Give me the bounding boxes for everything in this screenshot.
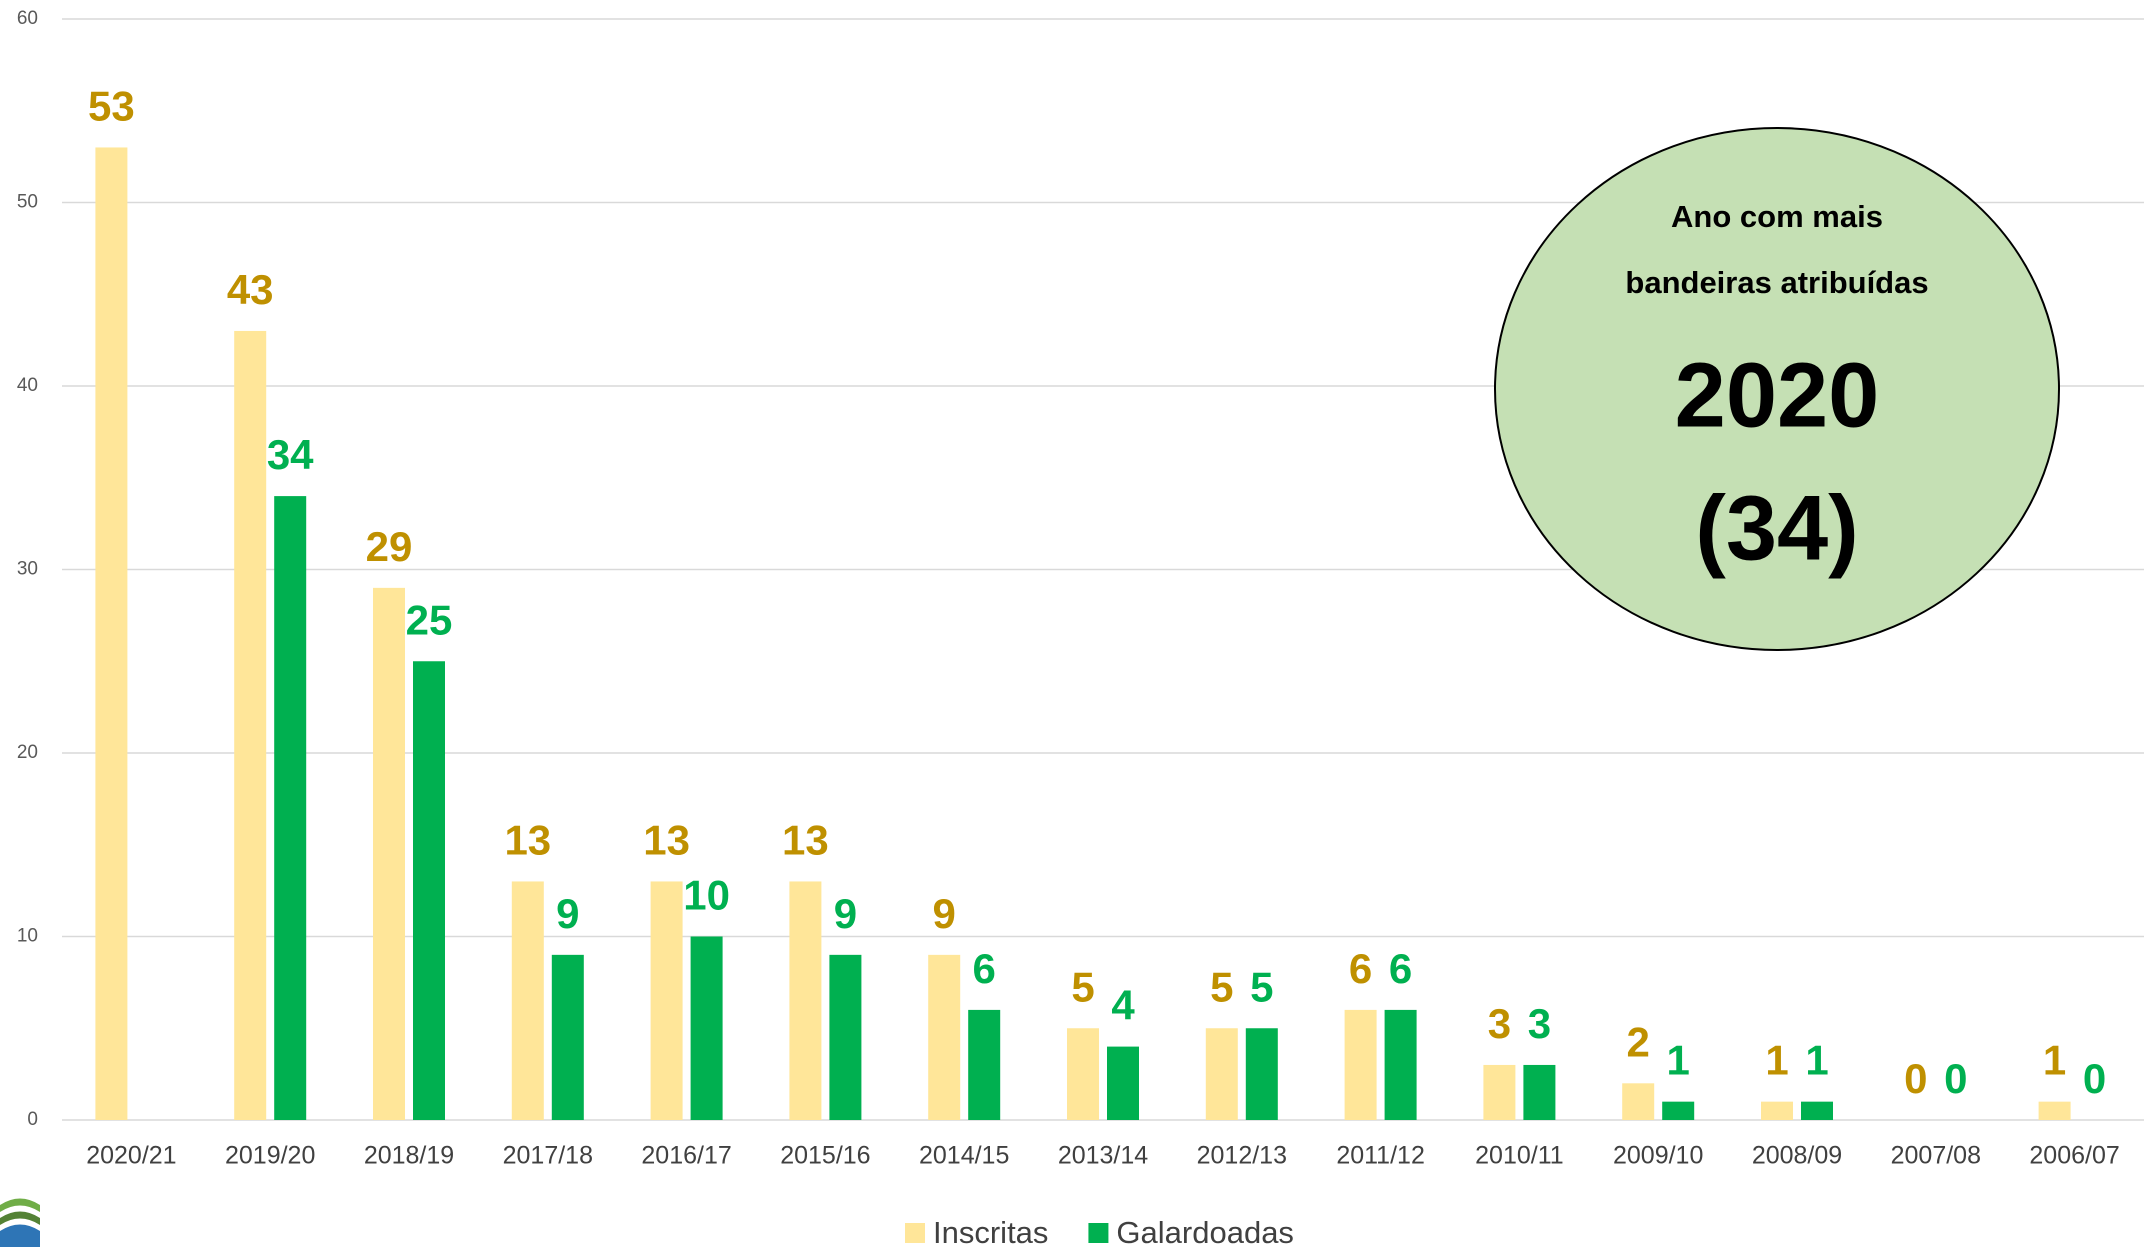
data-label: 5 — [1250, 963, 1273, 1010]
y-tick-label: 30 — [17, 559, 38, 580]
bar — [274, 496, 307, 1121]
annotation-count: (34) — [1695, 477, 1859, 579]
bar — [1067, 1028, 1099, 1120]
data-label: 53 — [88, 83, 135, 130]
data-label: 0 — [1904, 1055, 1927, 1102]
bar — [2038, 1101, 2071, 1120]
data-label: 34 — [267, 431, 314, 478]
x-tick-label: 2020/21 — [86, 1142, 176, 1170]
data-label: 9 — [834, 890, 857, 937]
x-tick-label: 2015/16 — [780, 1142, 870, 1170]
data-label: 1 — [2043, 1037, 2066, 1084]
bar — [1107, 1046, 1139, 1120]
x-tick-label: 2011/12 — [1336, 1142, 1425, 1170]
data-label: 25 — [406, 596, 453, 643]
x-tick-label: 2009/10 — [1613, 1142, 1703, 1170]
data-label: 13 — [504, 817, 551, 864]
data-label: 13 — [643, 817, 690, 864]
x-tick-label: 2012/13 — [1197, 1142, 1287, 1170]
data-label: 0 — [1944, 1055, 1967, 1102]
data-label: 3 — [1488, 1000, 1511, 1047]
x-tick-label: 2008/09 — [1752, 1142, 1842, 1170]
data-label: 1 — [1765, 1037, 1788, 1084]
data-label: 2 — [1627, 1018, 1650, 1065]
y-tick-label: 10 — [17, 926, 38, 947]
annotation-bubble — [1494, 127, 2060, 651]
data-label: 4 — [1111, 982, 1135, 1029]
x-tick-label: 2006/07 — [2029, 1142, 2119, 1170]
data-label: 6 — [1389, 945, 1412, 992]
data-label: 6 — [973, 945, 996, 992]
data-label: 29 — [366, 523, 413, 570]
bar — [95, 147, 128, 1120]
x-tick-label: 2016/17 — [641, 1142, 731, 1170]
data-label: 3 — [1528, 1000, 1551, 1047]
data-label: 5 — [1071, 963, 1094, 1010]
annotation-year: 2020 — [1675, 344, 1880, 446]
data-label: 1 — [1805, 1037, 1828, 1084]
x-tick-label: 2010/11 — [1475, 1142, 1564, 1170]
y-tick-label: 20 — [17, 742, 38, 763]
x-tick-label: 2019/20 — [225, 1142, 315, 1170]
bar — [551, 954, 584, 1120]
bar — [1662, 1101, 1695, 1120]
data-label: 6 — [1349, 945, 1372, 992]
bar — [1761, 1101, 1793, 1120]
annotation-text: Ano com mais — [1671, 199, 1883, 234]
bar — [1622, 1083, 1655, 1120]
data-label: 1 — [1667, 1037, 1690, 1084]
bar — [1384, 1009, 1417, 1120]
legend-swatch — [905, 1223, 925, 1243]
bar — [1245, 1028, 1278, 1120]
data-label: 43 — [227, 266, 274, 313]
legend-swatch — [1088, 1223, 1109, 1243]
y-tick-label: 50 — [17, 192, 38, 213]
y-tick-label: 0 — [27, 1109, 38, 1130]
x-tick-label: 2017/18 — [503, 1142, 593, 1170]
x-tick-label: 2007/08 — [1891, 1142, 1981, 1170]
bar — [829, 954, 862, 1120]
data-label: 13 — [782, 817, 829, 864]
bar — [789, 881, 822, 1120]
bar — [650, 881, 683, 1120]
bar — [1483, 1064, 1516, 1120]
bar — [1801, 1101, 1833, 1120]
bar — [1523, 1064, 1556, 1120]
data-label: 9 — [556, 890, 579, 937]
annotation-text: bandeiras atribuídas — [1625, 265, 1928, 300]
legend-label: Inscritas — [933, 1215, 1048, 1247]
data-label: 0 — [2083, 1055, 2106, 1102]
x-tick-label: 2013/14 — [1058, 1142, 1148, 1170]
bar — [511, 881, 544, 1120]
x-tick-label: 2014/15 — [919, 1142, 1009, 1170]
bar — [234, 330, 267, 1120]
data-label: 10 — [683, 872, 730, 919]
y-tick-label: 60 — [17, 8, 38, 29]
data-label: 9 — [933, 890, 956, 937]
bar — [928, 954, 961, 1120]
legend-label: Galardoadas — [1116, 1215, 1294, 1247]
data-label: 5 — [1210, 963, 1233, 1010]
legend: Inscritas Galardoadas — [905, 1215, 1294, 1247]
bar — [373, 587, 405, 1120]
y-tick-label: 40 — [17, 375, 38, 396]
bar — [1344, 1009, 1377, 1120]
logo — [0, 1198, 40, 1247]
bar — [690, 936, 723, 1120]
bar — [968, 1009, 1001, 1120]
bar — [413, 661, 445, 1120]
bar — [1205, 1028, 1238, 1120]
x-tick-label: 2018/19 — [364, 1142, 454, 1170]
